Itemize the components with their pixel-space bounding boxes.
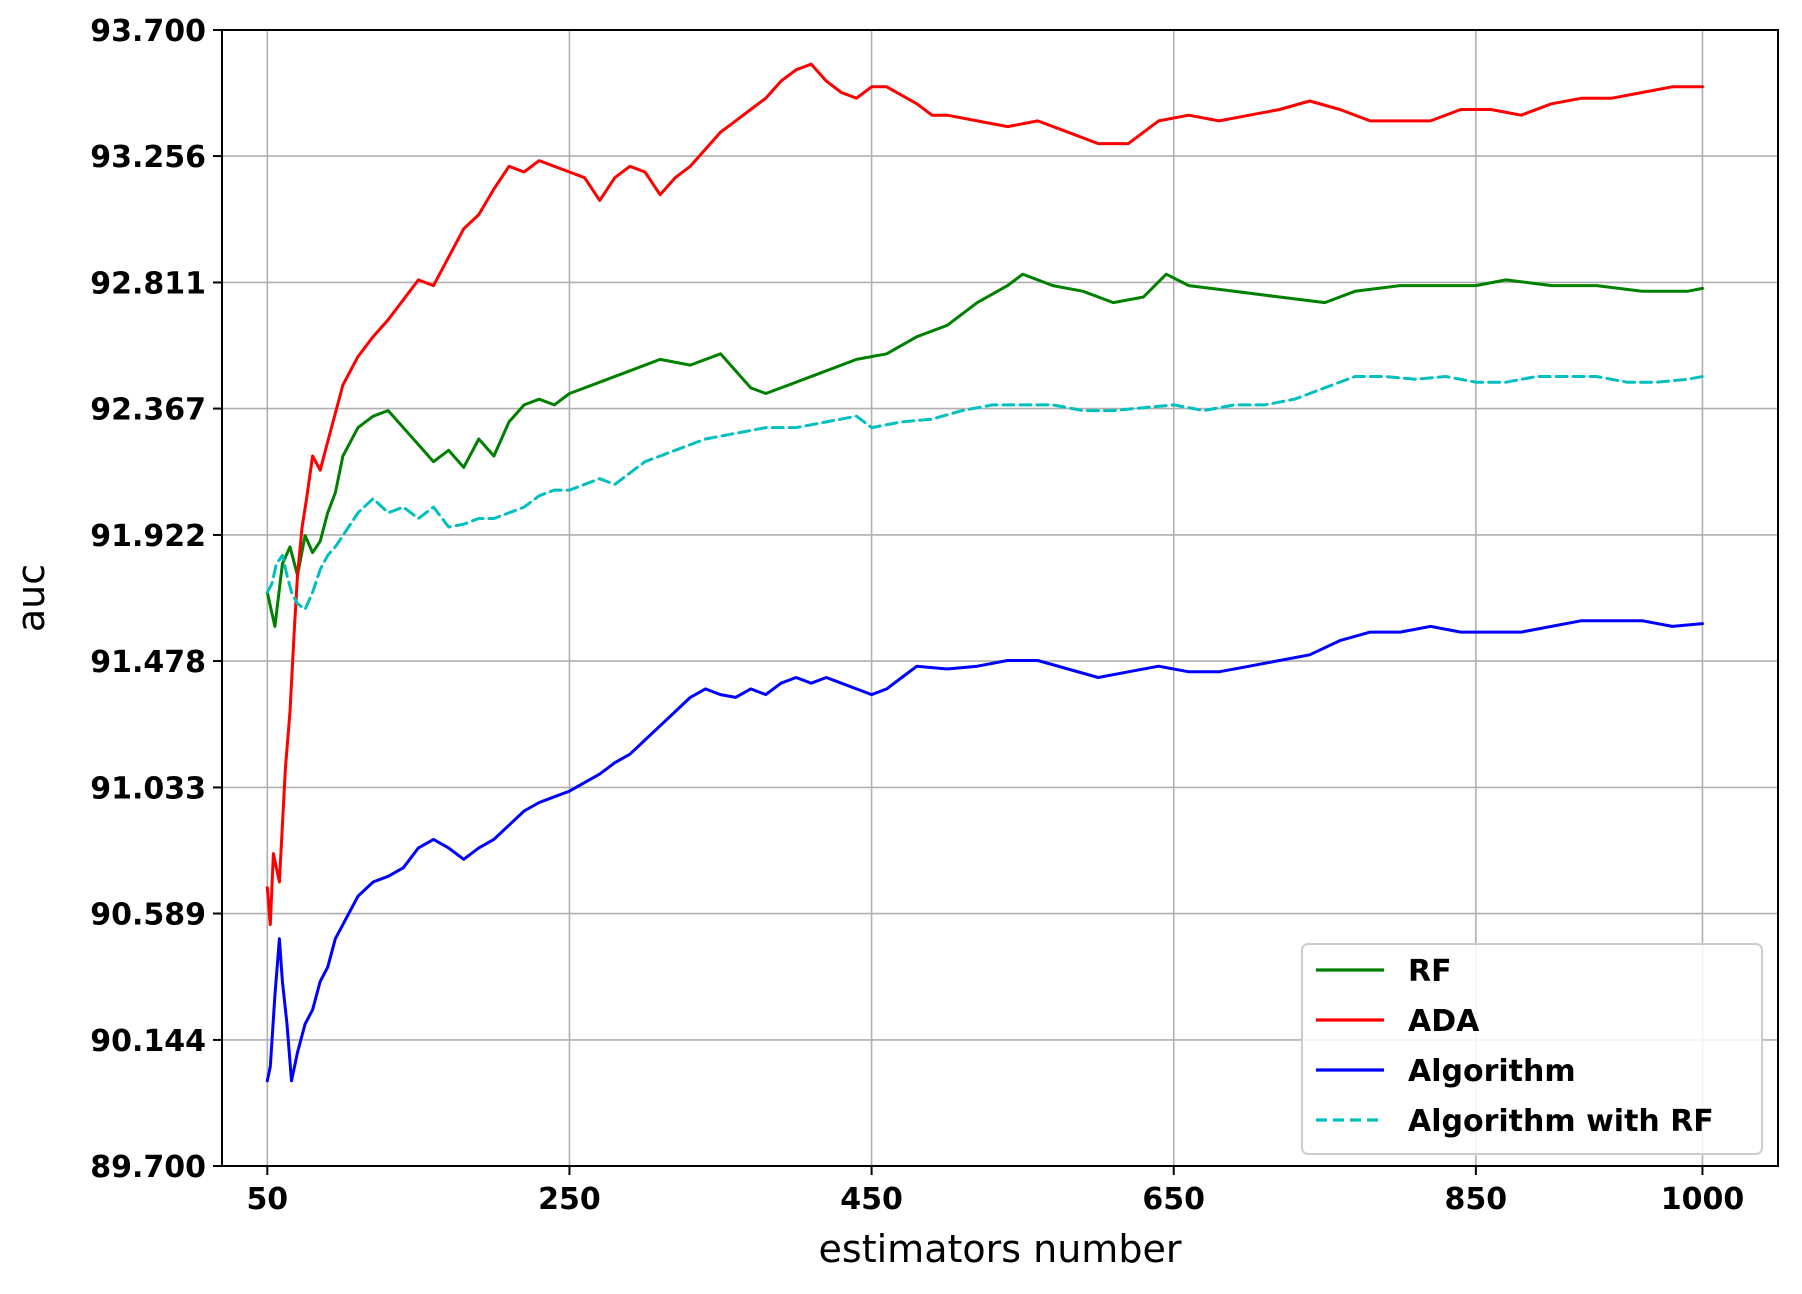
- legend-box: [1301, 943, 1763, 1155]
- y-tick-label: 91.478: [90, 645, 206, 680]
- legend-label: Algorithm with RF: [1408, 1104, 1714, 1139]
- x-tick-label: 850: [1445, 1182, 1508, 1217]
- legend-label: RF: [1408, 954, 1452, 989]
- y-tick-label: 90.144: [90, 1024, 206, 1059]
- x-tick-label: 250: [538, 1182, 601, 1217]
- y-tick-label: 92.367: [90, 393, 206, 428]
- y-tick-label: 91.922: [90, 519, 206, 554]
- legend: RF ADA Algorithm Algorithm with RF: [1301, 943, 1763, 1155]
- y-tick-label: 93.700: [90, 14, 206, 49]
- axis-ticks: 50 250 450 650 850 1000 89.700 90.144 90.589 91.0…: [90, 14, 1744, 1217]
- series-lines: [265, 62, 1704, 1083]
- series-line-algorithm: [265, 619, 1704, 1083]
- legend-label: ADA: [1408, 1004, 1480, 1039]
- x-tick-label: 650: [1142, 1182, 1205, 1217]
- series-line-ada: [265, 62, 1704, 927]
- x-axis-title: estimators number: [819, 1227, 1182, 1271]
- y-tick-label: 93.256: [90, 140, 206, 175]
- series-line-rf: [265, 272, 1704, 628]
- legend-label: Algorithm: [1408, 1054, 1576, 1089]
- y-tick-label: 91.033: [90, 771, 206, 806]
- y-tick-label: 92.811: [90, 266, 206, 301]
- x-tick-label: 1000: [1661, 1182, 1745, 1217]
- series-line-algorithm-with-rf: [265, 375, 1704, 611]
- y-tick-label: 89.700: [90, 1150, 206, 1185]
- x-tick-label: 50: [246, 1182, 288, 1217]
- plot-frame: [221, 29, 1779, 1167]
- y-tick-label: 90.589: [90, 898, 206, 933]
- x-tick-label: 450: [840, 1182, 903, 1217]
- y-axis-title: auc: [9, 564, 53, 632]
